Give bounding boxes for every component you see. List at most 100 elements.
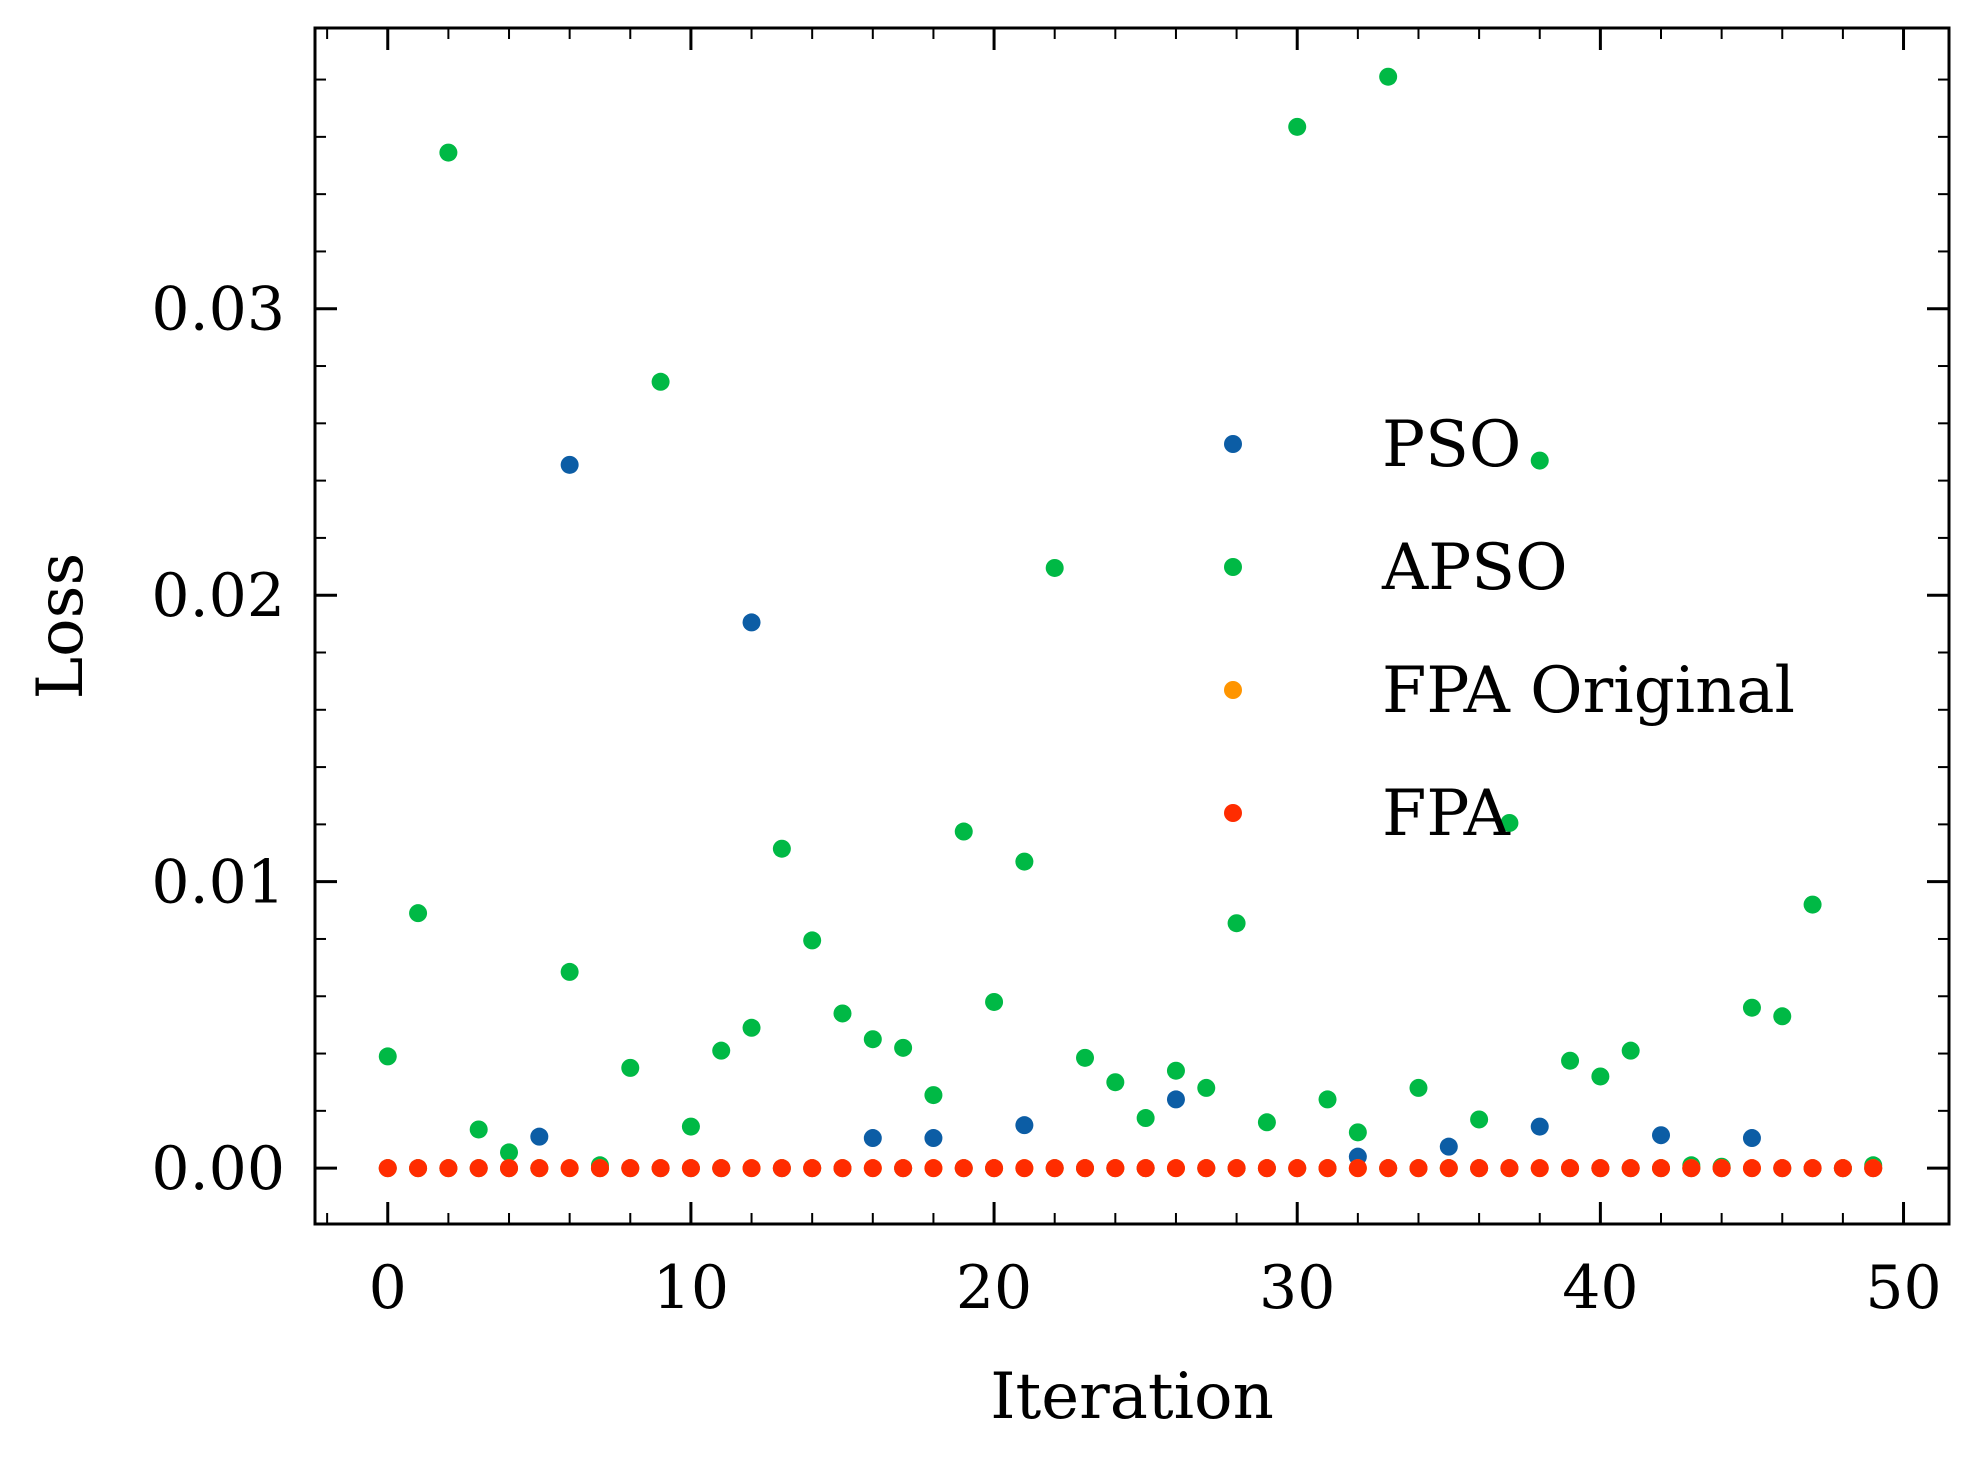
apso-point [409,904,428,923]
x-tick-label: 10 [653,1253,729,1323]
fpa-point [1591,1159,1610,1178]
fpa-point [378,1159,397,1178]
y-tick-label: 0.02 [151,561,285,631]
legend-marker-fpa-original [1224,681,1242,699]
apso-point [378,1047,397,1066]
fpa-point [1166,1159,1185,1178]
apso-point [500,1143,519,1162]
y-tick-label: 0.01 [151,848,285,918]
apso-point [1379,67,1398,86]
apso-point [1409,1078,1428,1097]
apso-point [985,992,1004,1011]
x-tick-label: 30 [1259,1253,1335,1323]
x-tick-label: 20 [956,1253,1032,1323]
pso-point [924,1129,943,1148]
y-tick-label: 0.00 [151,1134,285,1204]
apso-point [1045,558,1064,577]
axis-ticks [315,28,1949,1224]
y-axis-label: Loss [24,553,98,700]
data-points [378,67,1883,1178]
apso-point [1166,1061,1185,1080]
fpa-point [590,1159,609,1178]
fpa-point [1470,1159,1489,1178]
apso-point [560,962,579,981]
pso-point [1015,1116,1034,1135]
fpa-point [409,1159,428,1178]
plot-frame [313,26,1951,1226]
pso-point [1530,1117,1549,1136]
fpa-point [954,1159,973,1178]
apso-point [1470,1110,1489,1129]
fpa-point [894,1159,913,1178]
apso-point [1803,895,1822,914]
fpa-point [500,1159,519,1178]
apso-point [1348,1123,1367,1142]
fpa-point [742,1159,761,1178]
fpa-point [1833,1159,1852,1178]
fpa-point [530,1159,549,1178]
fpa-point [1712,1159,1731,1178]
legend-label-pso: PSO [1382,408,1521,482]
fpa-point [772,1159,791,1178]
legend: PSO APSO FPA Original FPA [1224,408,1795,851]
fpa-point [621,1159,640,1178]
fpa-point [1621,1159,1640,1178]
apso-point [1015,852,1034,871]
x-tick-label: 40 [1562,1253,1638,1323]
fpa-point [1288,1159,1307,1178]
apso-point [954,822,973,841]
apso-point [1591,1067,1610,1086]
apso-point [772,839,791,858]
apso-point [1561,1051,1580,1070]
x-axis-label: Iteration [990,1360,1274,1434]
legend-marker-fpa [1224,804,1242,822]
pso-point [742,613,761,632]
fpa-point [1348,1159,1367,1178]
fpa-point [1500,1159,1519,1178]
apso-point [621,1058,640,1077]
x-tick-labels: 0 10 20 30 40 50 [369,1253,1942,1323]
apso-point [742,1018,761,1037]
apso-point [1621,1041,1640,1060]
apso-point [803,931,822,950]
fpa-point [1379,1159,1398,1178]
apso-point [1773,1007,1792,1026]
fpa-point [560,1159,579,1178]
fpa-point [1318,1159,1337,1178]
pso-point [560,455,579,474]
apso-point [681,1117,700,1136]
fpa-point [681,1159,700,1178]
fpa-point [863,1159,882,1178]
fpa-point [924,1159,943,1178]
y-tick-label: 0.03 [151,275,285,345]
apso-point [863,1030,882,1049]
fpa-point [803,1159,822,1178]
fpa-point [1742,1159,1761,1178]
fpa-point [712,1159,731,1178]
fpa-point [1439,1159,1458,1178]
fpa-point [1076,1159,1095,1178]
apso-point [1500,813,1519,832]
apso-point [651,372,670,391]
fpa-point [1409,1159,1428,1178]
apso-point [833,1004,852,1023]
fpa-point [1197,1159,1216,1178]
fpa-point [1561,1159,1580,1178]
apso-point [1318,1090,1337,1109]
fpa-point [1803,1159,1822,1178]
fpa-point [1652,1159,1671,1178]
apso-point [1742,998,1761,1017]
fpa-point [469,1159,488,1178]
y-tick-labels: 0.00 0.01 0.02 0.03 [151,275,285,1204]
pso-point [1742,1129,1761,1148]
apso-point [1227,914,1246,933]
fpa-point [1045,1159,1064,1178]
x-tick-label: 50 [1865,1253,1941,1323]
fpa-point [1136,1159,1155,1178]
legend-label-fpa: FPA [1382,777,1511,851]
fpa-point [439,1159,458,1178]
fpa-point [1106,1159,1125,1178]
fpa-point [651,1159,670,1178]
fpa-point [1227,1159,1246,1178]
